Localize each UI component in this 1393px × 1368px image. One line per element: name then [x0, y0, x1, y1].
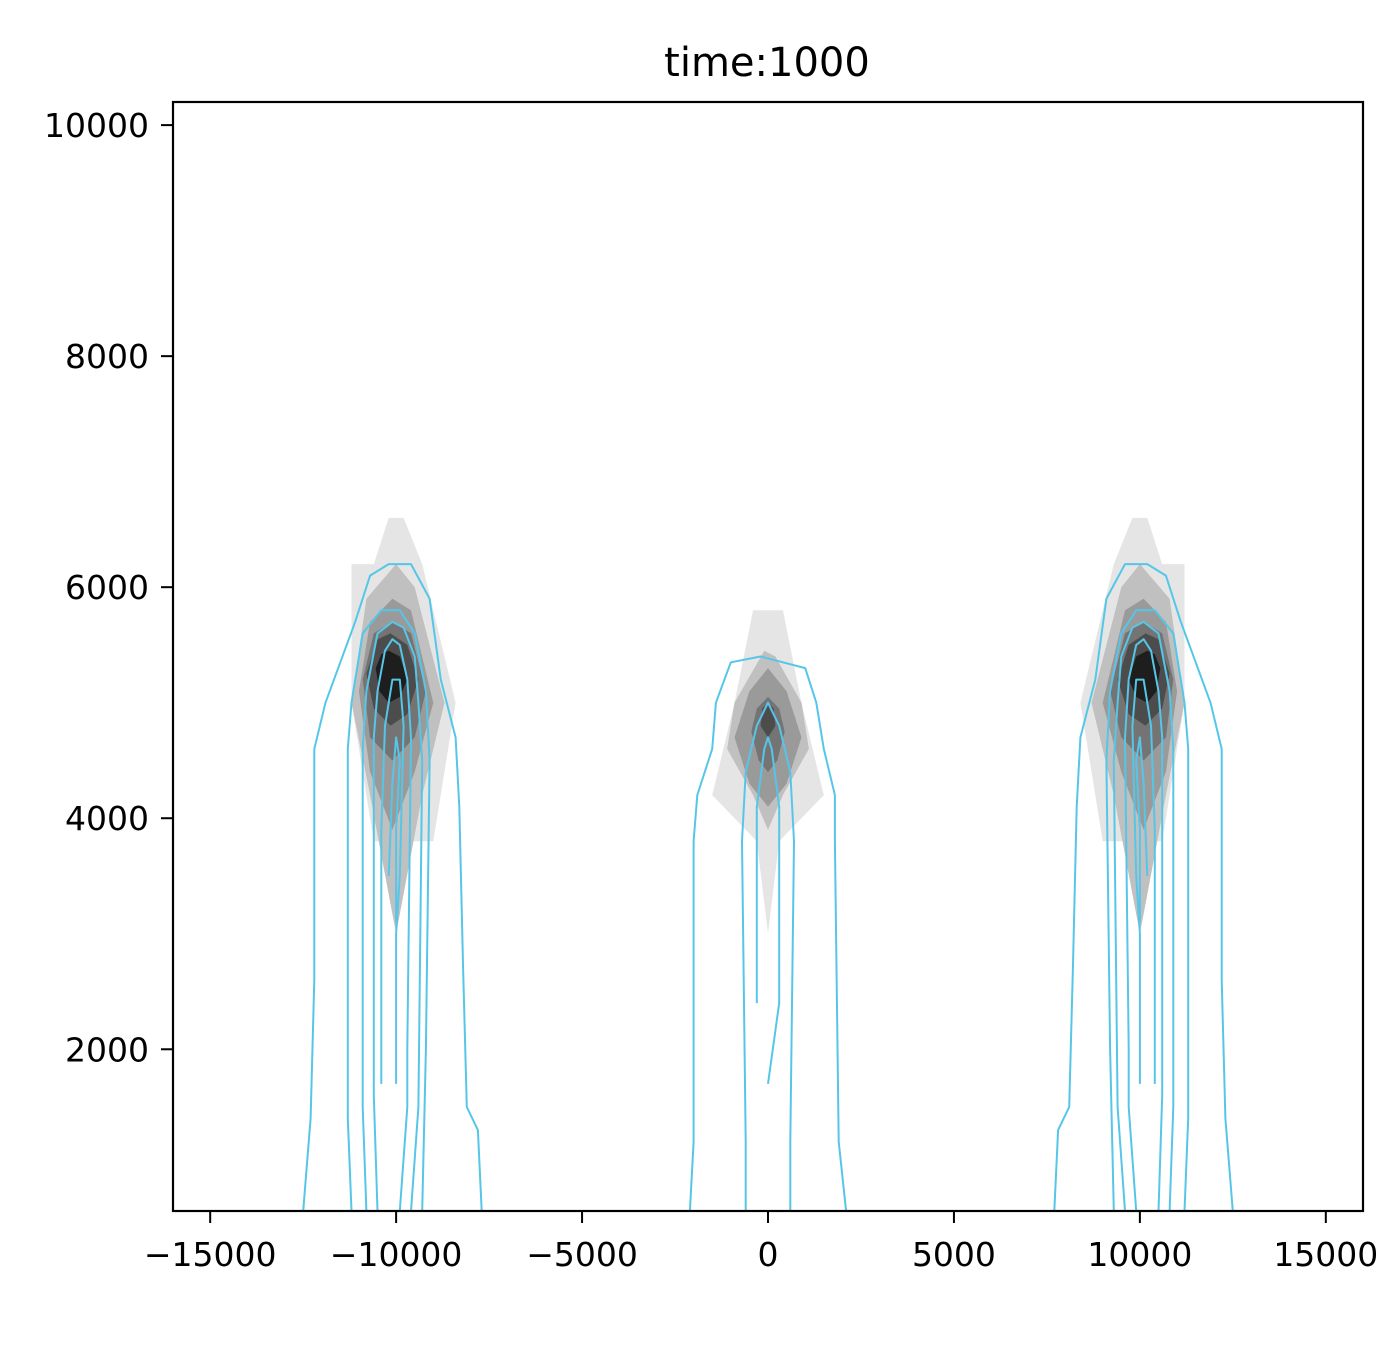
x-axis: −15000 −10000 −5000 0 5000 10000 15000 — [144, 1211, 1378, 1274]
line-contour-center-2 — [741, 701, 795, 1211]
y-axis: 2000 4000 6000 8000 10000 — [44, 106, 173, 1069]
line-contour-left-2 — [346, 609, 431, 1211]
x-tick-label: −5000 — [526, 1235, 638, 1274]
y-tick-label: 4000 — [65, 799, 149, 838]
line-contour-right-6 — [1135, 736, 1149, 923]
line-contour-center-3 — [755, 736, 781, 1085]
y-tick-label: 10000 — [44, 106, 149, 145]
line-contour-right-4 — [1124, 638, 1164, 1211]
x-tick-label: 0 — [758, 1235, 779, 1274]
line-contour-right-outer — [1053, 563, 1234, 1211]
y-tick-label: 6000 — [65, 568, 149, 607]
x-tick-label: 15000 — [1273, 1235, 1378, 1274]
x-tick-label: −10000 — [330, 1235, 463, 1274]
x-tick-label: −15000 — [144, 1235, 277, 1274]
y-tick-label: 2000 — [65, 1030, 149, 1069]
filled-contours — [351, 517, 1185, 934]
y-tick-label: 8000 — [65, 337, 149, 376]
line-contour-left-5 — [380, 678, 405, 1084]
line-contour-right-5 — [1131, 678, 1156, 1084]
plot-area — [302, 517, 1234, 1211]
line-contour-left-3 — [361, 620, 424, 1211]
chart-title: time:1000 — [664, 40, 870, 86]
line-contour-right-2 — [1105, 609, 1190, 1211]
line-contour-left-4 — [372, 638, 412, 1211]
line-contour-center-outer — [688, 655, 848, 1211]
x-tick-label: 5000 — [912, 1235, 996, 1274]
line-contour-left-outer — [302, 563, 483, 1211]
line-contours — [302, 563, 1234, 1211]
x-tick-label: 10000 — [1087, 1235, 1192, 1274]
line-contour-right-3 — [1112, 620, 1175, 1211]
line-contour-left-6 — [387, 736, 401, 923]
